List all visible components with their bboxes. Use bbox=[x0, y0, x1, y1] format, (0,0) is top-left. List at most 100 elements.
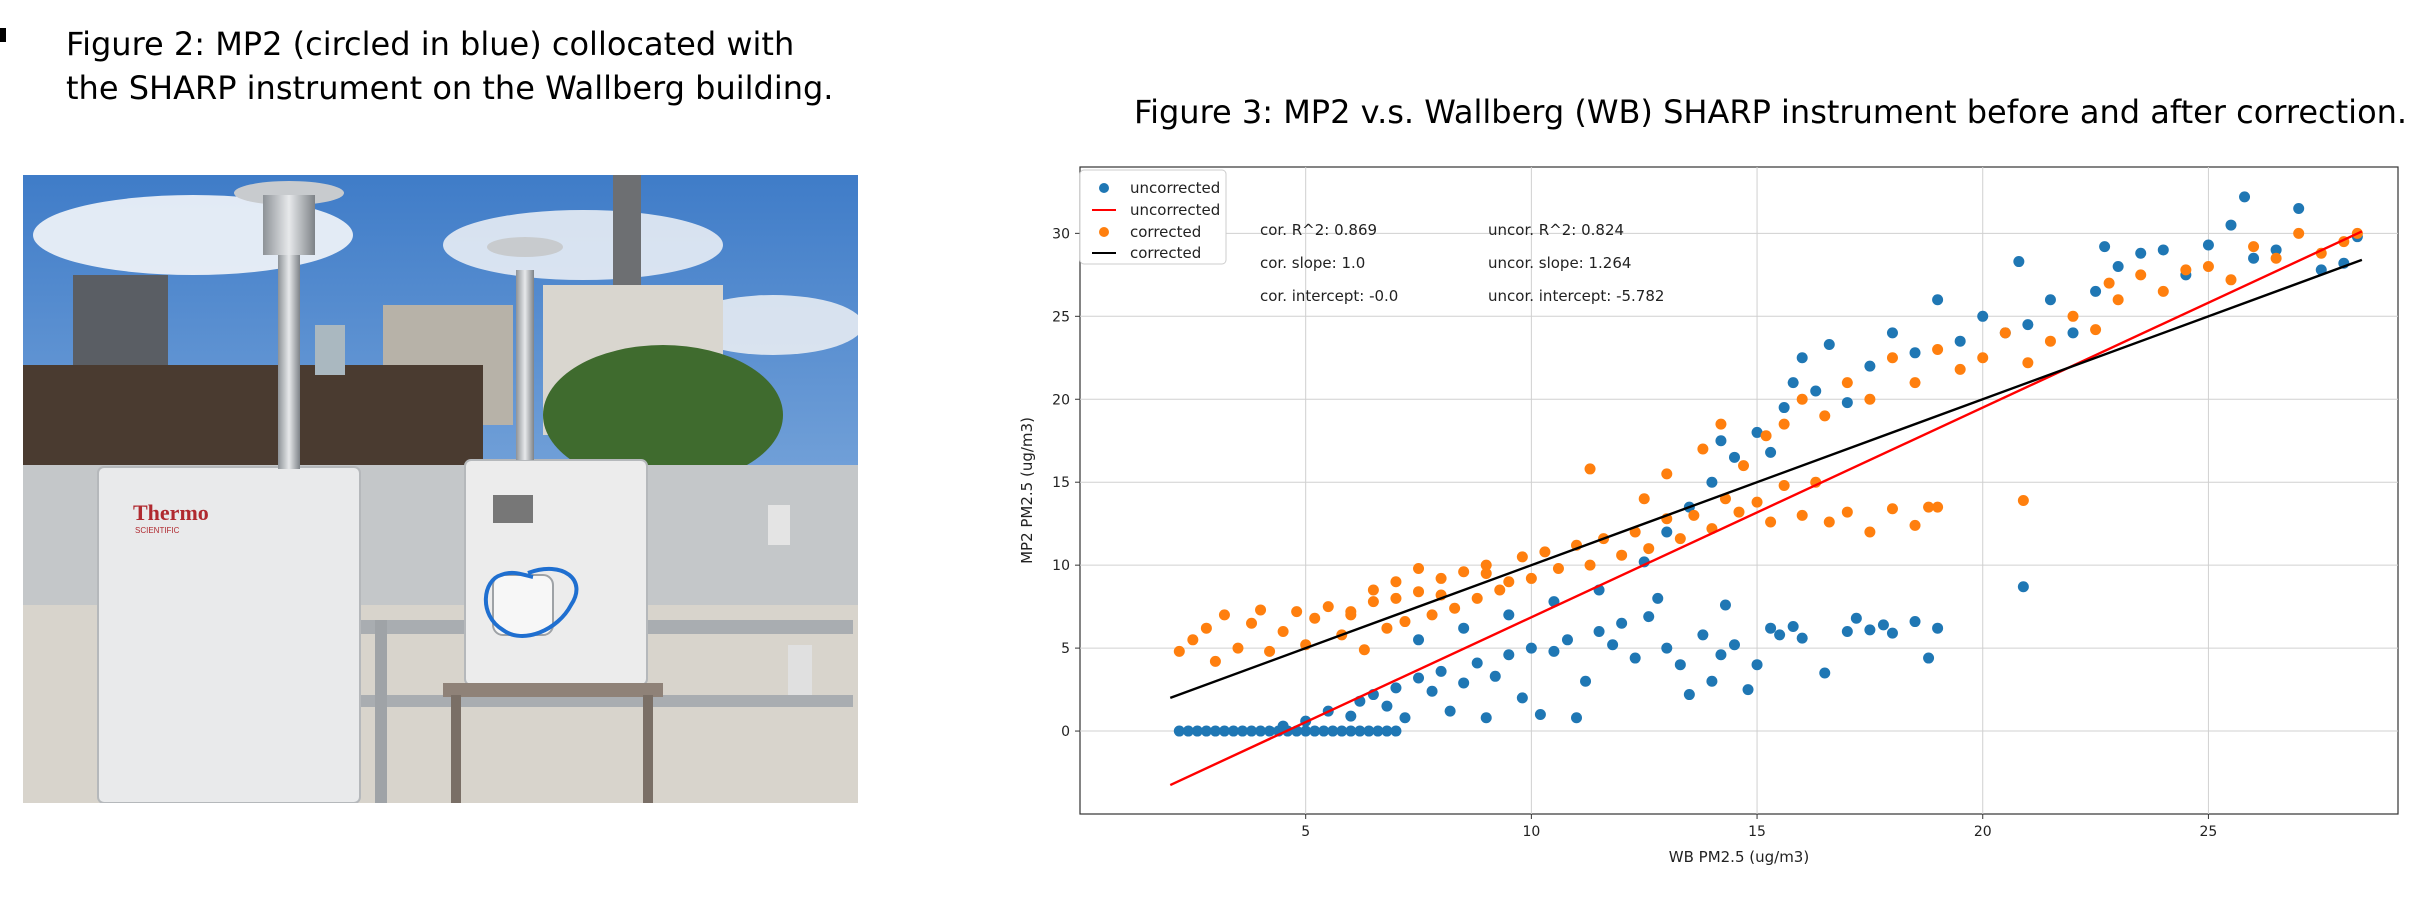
point-corrected bbox=[1841, 506, 1853, 518]
point-uncorrected bbox=[1661, 526, 1673, 538]
point-corrected bbox=[1841, 377, 1853, 389]
point-corrected bbox=[1738, 460, 1750, 472]
point-corrected bbox=[2157, 285, 2169, 297]
point-uncorrected bbox=[1381, 700, 1393, 712]
point-corrected bbox=[2225, 274, 2237, 286]
point-uncorrected bbox=[1503, 649, 1515, 661]
point-uncorrected bbox=[1548, 645, 1560, 657]
x-tick-label: 10 bbox=[1522, 824, 1540, 840]
point-uncorrected bbox=[1864, 624, 1876, 636]
point-uncorrected bbox=[1715, 649, 1727, 661]
point-corrected bbox=[1358, 644, 1370, 656]
point-uncorrected bbox=[1327, 725, 1339, 737]
point-uncorrected bbox=[2202, 239, 2214, 251]
point-corrected bbox=[1778, 480, 1790, 492]
point-uncorrected bbox=[1390, 725, 1402, 737]
y-tick-label: 15 bbox=[1052, 475, 1070, 491]
instrument-stand bbox=[443, 683, 663, 697]
point-uncorrected bbox=[1765, 446, 1777, 458]
point-uncorrected bbox=[2022, 319, 2034, 331]
inlet-pipe bbox=[278, 245, 300, 469]
bottle bbox=[315, 325, 345, 375]
point-uncorrected bbox=[1886, 627, 1898, 639]
point-corrected bbox=[1977, 352, 1989, 364]
point-corrected bbox=[1471, 592, 1483, 604]
point-uncorrected bbox=[1309, 725, 1321, 737]
point-corrected bbox=[2135, 269, 2147, 281]
point-corrected bbox=[1643, 543, 1655, 555]
uncor-intercept-label: uncor. intercept: -5.782 bbox=[1488, 287, 1664, 305]
point-corrected bbox=[1209, 655, 1221, 667]
point-corrected bbox=[1232, 642, 1244, 654]
point-uncorrected bbox=[1909, 616, 1921, 628]
fit-line-uncorrected bbox=[1169, 230, 2363, 787]
point-uncorrected bbox=[1977, 310, 1989, 322]
point-corrected bbox=[1638, 493, 1650, 505]
point-corrected bbox=[1367, 584, 1379, 596]
legend-marker-uncorrected bbox=[1099, 183, 1109, 193]
point-uncorrected bbox=[1381, 725, 1393, 737]
point-uncorrected bbox=[1345, 710, 1357, 722]
point-corrected bbox=[1399, 616, 1411, 628]
point-uncorrected bbox=[1503, 609, 1515, 621]
y-tick-label: 5 bbox=[1061, 641, 1070, 657]
stand-leg bbox=[451, 695, 461, 803]
point-uncorrected bbox=[1864, 360, 1876, 372]
point-uncorrected bbox=[2239, 191, 2251, 203]
ticks: 5 10 15 20 25 0 5 10 15 20 25 30 bbox=[1052, 226, 2217, 840]
y-tick-label: 0 bbox=[1061, 724, 1070, 740]
point-uncorrected bbox=[1354, 725, 1366, 737]
points bbox=[1173, 191, 2363, 737]
y-axis-label: MP2 PM2.5 (ug/m3) bbox=[1018, 417, 1036, 564]
point-corrected bbox=[1426, 609, 1438, 621]
point-corrected bbox=[1200, 622, 1212, 634]
point-uncorrected bbox=[1697, 629, 1709, 641]
chimney bbox=[613, 175, 641, 295]
point-uncorrected bbox=[2225, 219, 2237, 231]
corner-mark bbox=[0, 28, 6, 42]
point-corrected bbox=[1413, 562, 1425, 574]
point-corrected bbox=[1688, 509, 1700, 521]
trees bbox=[543, 345, 783, 485]
point-uncorrected bbox=[2067, 327, 2079, 339]
point-uncorrected bbox=[1616, 617, 1628, 629]
point-uncorrected bbox=[1841, 626, 1853, 638]
point-uncorrected bbox=[1841, 397, 1853, 409]
point-uncorrected bbox=[1923, 652, 1935, 664]
point-uncorrected bbox=[1796, 632, 1808, 644]
thermo-brand-sub: SCIENTIFIC bbox=[135, 526, 180, 535]
point-uncorrected bbox=[2112, 261, 2124, 273]
point-uncorrected bbox=[1471, 657, 1483, 669]
point-uncorrected bbox=[1728, 639, 1740, 651]
point-uncorrected bbox=[1435, 665, 1447, 677]
point-uncorrected bbox=[1227, 725, 1239, 737]
cor-r2-label: cor. R^2: 0.869 bbox=[1260, 221, 1377, 239]
point-uncorrected bbox=[1561, 634, 1573, 646]
point-uncorrected bbox=[1236, 725, 1248, 737]
point-corrected bbox=[1765, 516, 1777, 528]
point-uncorrected bbox=[1787, 621, 1799, 633]
point-uncorrected bbox=[1200, 725, 1212, 737]
legend-box bbox=[1079, 169, 1227, 265]
point-uncorrected bbox=[1652, 592, 1664, 604]
plot-area bbox=[1079, 166, 2399, 815]
point-corrected bbox=[2103, 277, 2115, 289]
point-corrected bbox=[1367, 596, 1379, 608]
railing bbox=[253, 695, 853, 707]
point-uncorrected bbox=[1719, 599, 1731, 611]
point-corrected bbox=[1264, 645, 1276, 657]
point-uncorrected bbox=[1643, 611, 1655, 623]
point-corrected bbox=[1778, 418, 1790, 430]
point-corrected bbox=[1458, 566, 1470, 578]
point-uncorrected bbox=[1264, 725, 1276, 737]
uncor-slope-label: uncor. slope: 1.264 bbox=[1488, 254, 1631, 272]
point-uncorrected bbox=[1674, 659, 1686, 671]
point-corrected bbox=[1291, 606, 1303, 618]
thermo-brand: Thermo bbox=[133, 500, 209, 525]
inlet-head bbox=[263, 195, 315, 255]
point-corrected bbox=[1697, 443, 1709, 455]
point-corrected bbox=[1413, 586, 1425, 598]
thermo-enclosure bbox=[97, 466, 361, 803]
railing-post bbox=[375, 620, 387, 803]
point-uncorrected bbox=[1787, 377, 1799, 389]
